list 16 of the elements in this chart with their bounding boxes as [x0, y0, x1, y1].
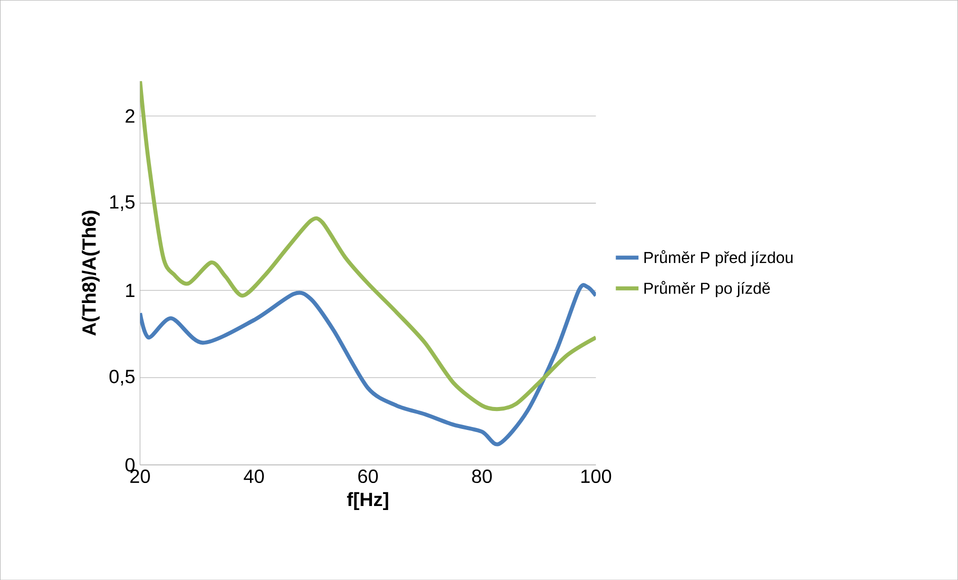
- y-tick-label: 1,5: [110, 195, 135, 211]
- x-tick-label: 80: [472, 469, 492, 483]
- x-tick-label: 100: [581, 469, 612, 483]
- y-tick-label: 2: [126, 109, 134, 123]
- y-tick-label: 0: [125, 458, 135, 472]
- line-series: [140, 80, 596, 411]
- x-tick-label: 60: [358, 469, 378, 483]
- x-tick-label: 40: [244, 469, 264, 483]
- line-series: [140, 284, 596, 446]
- x-axis-title: f[Hz]: [347, 492, 388, 510]
- y-axis-title: A(Th8)/A(Th6): [82, 210, 100, 336]
- y-tick-label: 1: [126, 284, 134, 297]
- y-tick-label: 0,5: [110, 370, 135, 386]
- x-tick-label: 20: [130, 469, 150, 483]
- legend-label: Průměr P po jízdě: [644, 280, 770, 297]
- legend-label: Průměr P před jízdou: [644, 250, 793, 266]
